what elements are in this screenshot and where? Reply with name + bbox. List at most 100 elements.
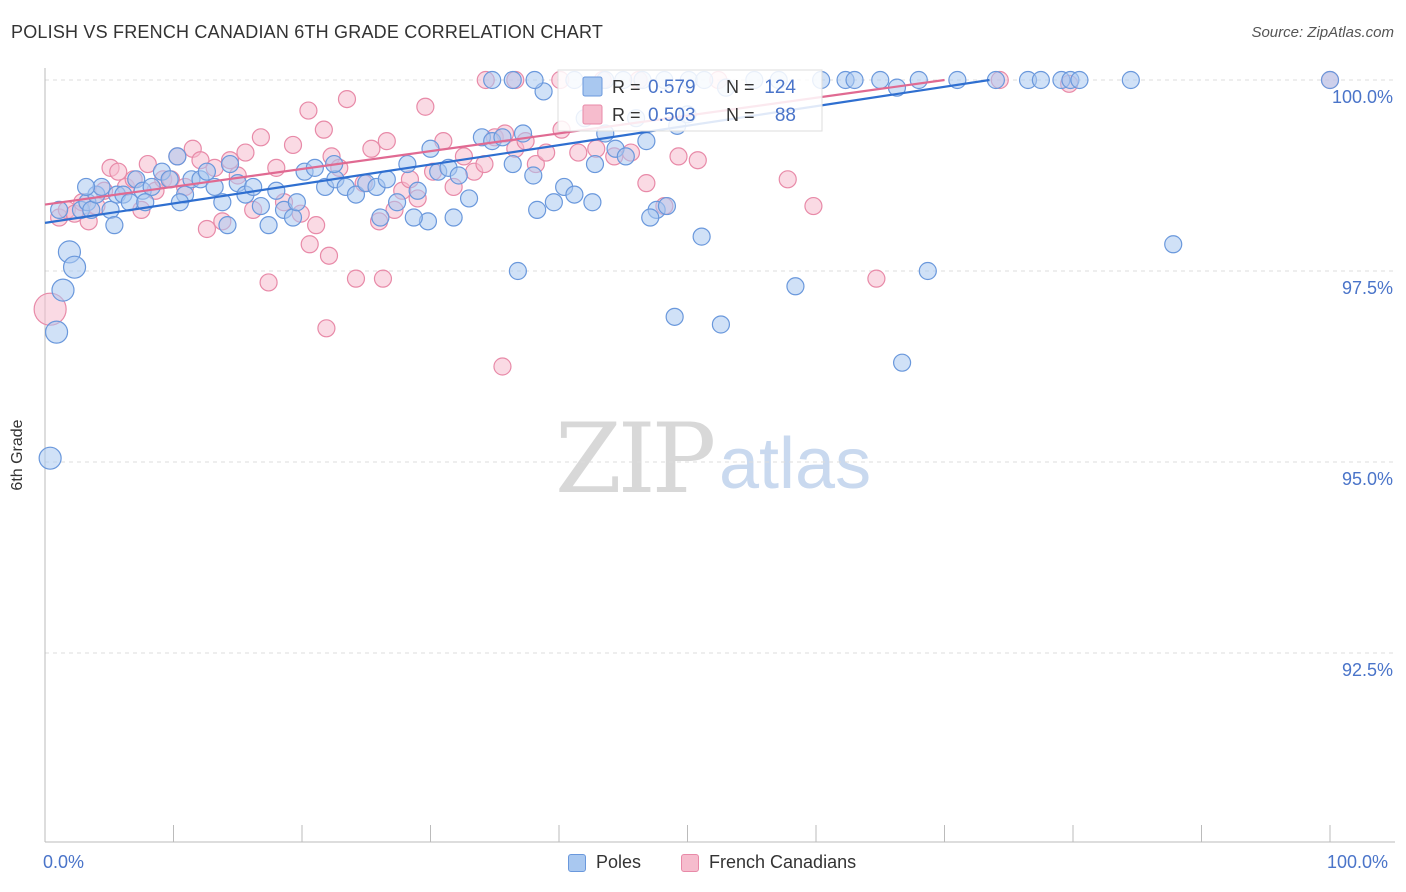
pole-point	[449, 166, 468, 185]
french-canadian-point	[317, 319, 336, 338]
french-canadian-point	[138, 154, 157, 174]
french-canadian-point	[259, 273, 278, 292]
y-tick-label: 92.5%	[1342, 660, 1393, 680]
pole-point	[444, 208, 463, 227]
r-value: 0.579	[648, 77, 696, 98]
pole-point	[283, 208, 303, 227]
pole-point	[168, 147, 187, 166]
pole-point	[408, 181, 427, 200]
pole-point	[259, 216, 278, 235]
pole-point	[986, 70, 1006, 90]
bottom-legend: Poles French Canadians	[0, 852, 1406, 878]
pole-point	[503, 154, 522, 174]
french-canadian-point	[346, 269, 366, 288]
pole-point	[160, 170, 179, 189]
pole-point	[871, 70, 890, 90]
pole-point	[585, 154, 605, 174]
pole-point	[786, 277, 805, 296]
pole-point	[101, 200, 120, 219]
french-canadian-point	[377, 132, 396, 151]
watermark-atlas: atlas	[719, 424, 872, 504]
x-tick-label-max: 100.0%	[1327, 852, 1389, 872]
french-canadian-point	[362, 139, 381, 158]
poles-swatch	[568, 853, 586, 872]
pole-point	[142, 177, 161, 197]
pole-point	[1320, 70, 1340, 90]
y-tick-label: 100.0%	[1332, 87, 1393, 107]
r-label: R =	[612, 105, 641, 125]
pole-point	[657, 196, 677, 216]
poles-trend-line	[44, 78, 990, 224]
french-canadian-point	[300, 235, 319, 254]
french-canadian-point	[587, 139, 606, 158]
y-tick-label: 95.0%	[1342, 469, 1393, 489]
n-value: 124	[764, 77, 796, 98]
pole-point	[220, 154, 240, 174]
pole-point	[524, 166, 543, 185]
french-canadian-point	[251, 128, 270, 147]
legend-item-french-canadians[interactable]: French Canadians	[681, 852, 856, 873]
pole-point	[1121, 70, 1140, 90]
pole-point	[544, 193, 563, 212]
pole-point	[918, 261, 937, 281]
french-canadian-point	[373, 269, 393, 288]
pole-point	[421, 139, 440, 158]
pole-point	[371, 208, 390, 227]
pole-point	[377, 170, 396, 189]
pole-point	[845, 70, 864, 90]
french-canadian-point	[416, 97, 435, 116]
pole-point	[213, 193, 232, 212]
french-canadian-point	[307, 216, 326, 235]
pole-point	[711, 315, 731, 334]
pole-point	[641, 208, 660, 227]
french-canadian-point	[314, 120, 333, 139]
pole-point	[38, 446, 62, 470]
legend-label-poles: Poles	[596, 852, 642, 872]
pole-point	[459, 189, 479, 208]
pole-point	[92, 177, 111, 197]
pole-point	[508, 261, 527, 281]
pole-point	[251, 196, 270, 216]
poles-stats-swatch	[582, 76, 603, 97]
pole-point	[287, 193, 306, 212]
pole-point	[77, 177, 96, 197]
french-canadian-point	[493, 357, 512, 376]
pole-point	[105, 216, 124, 235]
pole-point	[909, 70, 928, 90]
french-canadian-point	[197, 219, 217, 239]
pole-point	[51, 278, 75, 302]
n-label: N =	[726, 77, 755, 97]
pole-point	[583, 193, 602, 212]
watermark-zip: ZIP	[555, 403, 716, 515]
french-canadian-point	[299, 101, 318, 120]
pole-point	[44, 320, 69, 344]
french-canadian-point	[236, 143, 255, 162]
french-canadian-point	[337, 89, 357, 109]
pole-point	[1031, 70, 1050, 90]
n-label: N =	[726, 105, 755, 125]
french-canadian-point	[688, 151, 707, 170]
french-canadian-point	[283, 135, 303, 155]
legend-label-french-canadians: French Canadians	[709, 852, 857, 872]
french-canadian-point	[454, 147, 474, 166]
french-canadian-point	[569, 143, 588, 162]
pole-point	[404, 208, 423, 227]
pole-point	[483, 70, 502, 90]
french-canadian-point	[637, 174, 656, 193]
french-canadian-point	[867, 269, 886, 288]
pole-point	[692, 227, 711, 246]
legend-item-poles[interactable]: Poles	[568, 852, 641, 873]
french-canadian-point	[109, 162, 128, 181]
x-tick-label-min: 0.0%	[43, 852, 85, 872]
r-label: R =	[612, 77, 641, 97]
pole-point	[493, 128, 512, 147]
pole-point	[528, 200, 547, 219]
pole-point	[1164, 235, 1183, 254]
pole-point	[525, 70, 544, 90]
french-canadian-point	[804, 196, 823, 216]
french-canadian-point	[319, 246, 339, 265]
pole-point	[50, 200, 69, 219]
pole-point	[1070, 70, 1089, 90]
pole-point	[62, 255, 87, 279]
